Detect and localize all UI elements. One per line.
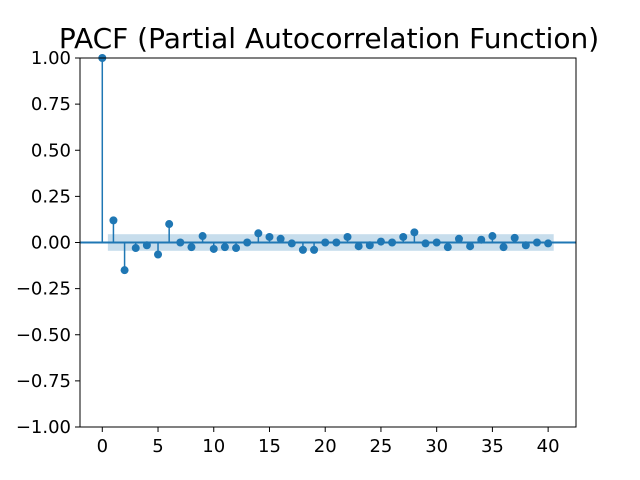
stem-marker-lag-19 <box>310 245 319 254</box>
stem-marker-lag-27 <box>399 232 408 241</box>
stem-marker-lag-14 <box>254 229 263 238</box>
x-tick-label-25: 25 <box>369 436 392 457</box>
stem-marker-lag-35 <box>488 232 497 241</box>
stem-marker-lag-4 <box>142 241 151 250</box>
stem-marker-lag-7 <box>176 238 185 247</box>
stem-marker-lag-20 <box>321 238 330 247</box>
y-tick-label-4: 0.00 <box>31 233 71 254</box>
y-tick-label-5: 0.25 <box>31 186 71 207</box>
x-tick-label-5: 5 <box>152 436 163 457</box>
stem-marker-lag-40 <box>544 239 553 248</box>
stem-marker-lag-36 <box>499 243 508 252</box>
y-tick-label-3: −0.25 <box>16 279 71 300</box>
x-tick-label-30: 30 <box>425 436 448 457</box>
stem-marker-lag-15 <box>265 232 274 241</box>
stem-marker-lag-6 <box>165 220 174 229</box>
stem-marker-lag-11 <box>220 243 229 252</box>
y-tick-label-0: −1.00 <box>16 417 71 438</box>
stem-marker-lag-17 <box>287 239 296 248</box>
stem-marker-lag-5 <box>154 250 163 259</box>
stem-marker-lag-2 <box>120 266 129 275</box>
stem-marker-lag-10 <box>209 244 218 253</box>
x-tick-label-10: 10 <box>202 436 225 457</box>
stem-marker-lag-26 <box>388 238 397 247</box>
x-tick-label-20: 20 <box>314 436 337 457</box>
y-tick-label-6: 0.50 <box>31 140 71 161</box>
stem-marker-lag-21 <box>332 238 341 247</box>
x-tick-label-35: 35 <box>481 436 504 457</box>
x-tick-label-0: 0 <box>97 436 108 457</box>
stem-marker-lag-22 <box>343 232 352 241</box>
stem-marker-lag-13 <box>243 238 252 247</box>
y-tick-label-2: −0.50 <box>16 325 71 346</box>
stem-marker-lag-31 <box>443 243 452 252</box>
stem-marker-lag-29 <box>421 239 430 248</box>
stem-marker-lag-34 <box>477 235 486 244</box>
y-tick-label-1: −0.75 <box>16 371 71 392</box>
stem-marker-lag-9 <box>198 232 207 241</box>
x-tick-label-15: 15 <box>258 436 281 457</box>
stem-marker-lag-32 <box>454 234 463 243</box>
stem-marker-lag-12 <box>232 244 241 253</box>
stem-marker-lag-37 <box>510 233 519 242</box>
x-tick-label-40: 40 <box>537 436 560 457</box>
stem-marker-lag-38 <box>521 241 530 250</box>
stem-marker-lag-3 <box>131 244 140 253</box>
stem-marker-lag-28 <box>410 228 419 237</box>
stem-marker-lag-33 <box>466 242 475 251</box>
y-tick-label-7: 0.75 <box>31 94 71 115</box>
stem-marker-lag-30 <box>432 238 441 247</box>
stem-marker-lag-1 <box>109 216 118 225</box>
stem-marker-lag-18 <box>298 245 307 254</box>
stem-marker-lag-23 <box>354 242 363 251</box>
stem-marker-lag-25 <box>376 237 385 246</box>
plot-area: 0 5 10 15 20 25 30 35 40 −1.00 −0.75 −0.50 −0.25 0.00… <box>16 48 577 457</box>
chart-title: PACF (Partial Autocorrelation Function) <box>59 22 599 55</box>
y-tick-label-8: 1.00 <box>31 48 71 69</box>
stem-marker-lag-16 <box>276 234 285 243</box>
stem-marker-lag-39 <box>532 238 541 247</box>
stem-marker-lag-24 <box>365 241 374 250</box>
stem-marker-lag-8 <box>187 243 196 252</box>
